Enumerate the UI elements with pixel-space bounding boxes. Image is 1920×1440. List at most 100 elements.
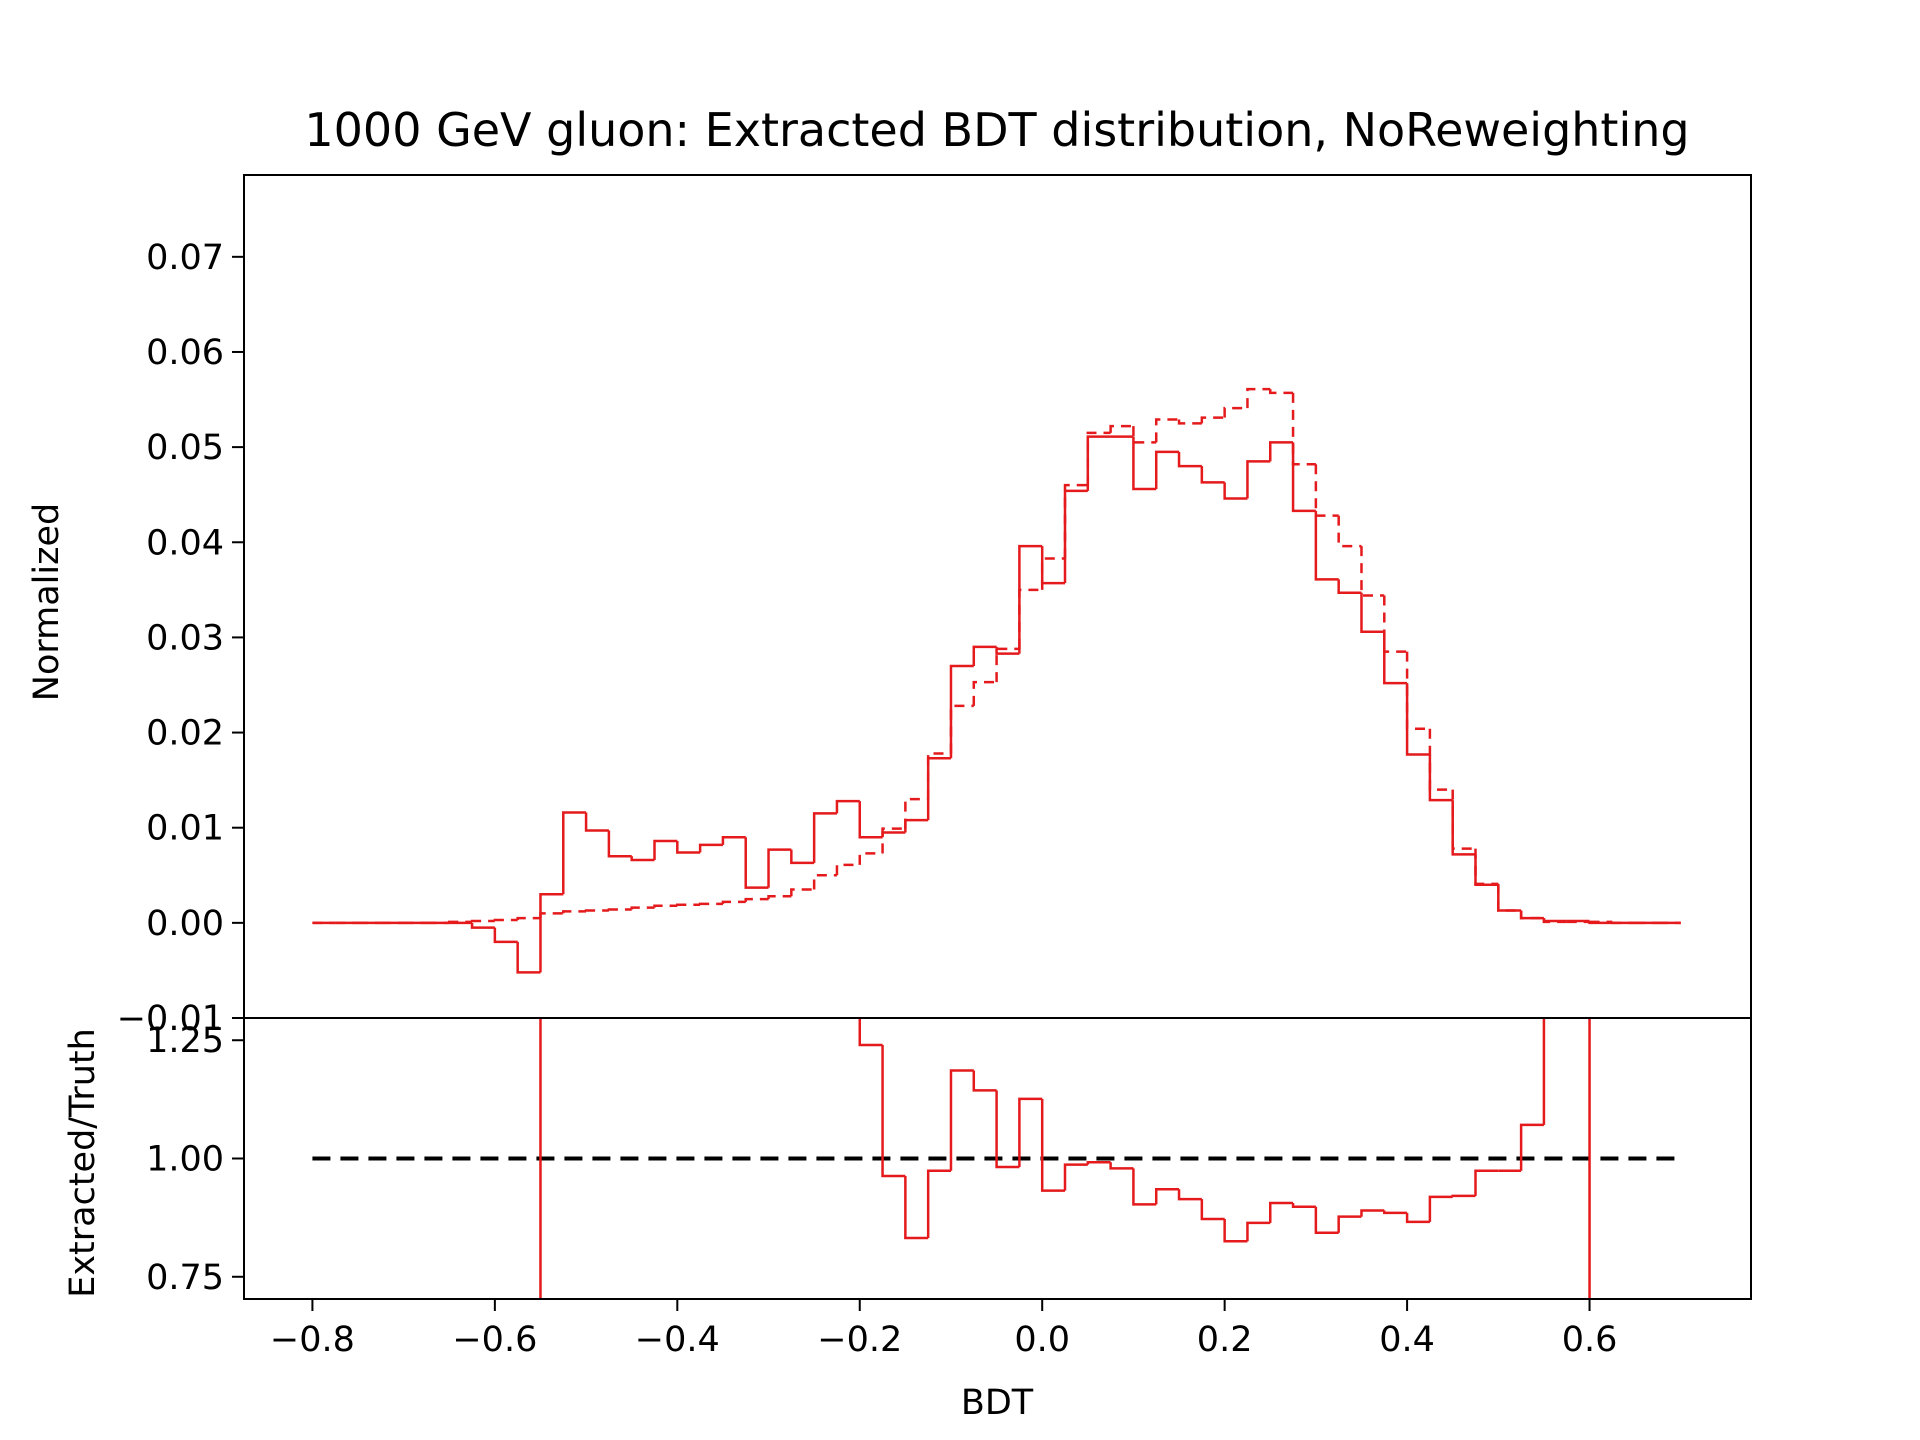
histogram-step bbox=[1383, 1210, 1408, 1215]
histogram-step bbox=[1451, 789, 1476, 850]
histogram-step bbox=[1337, 1215, 1362, 1233]
histogram-step bbox=[1314, 1206, 1339, 1235]
histogram-step bbox=[1314, 464, 1339, 517]
histogram-step bbox=[881, 1044, 906, 1178]
histogram-step bbox=[470, 922, 495, 929]
histogram-step bbox=[698, 843, 723, 853]
histogram-step bbox=[721, 900, 746, 904]
histogram-step bbox=[858, 1018, 883, 1047]
histogram-step bbox=[516, 916, 541, 920]
axes-frame bbox=[243, 1017, 1752, 1300]
y-tick-label: 0.75 bbox=[146, 1258, 224, 1298]
histogram-step bbox=[1109, 1162, 1134, 1170]
histogram-step bbox=[470, 919, 495, 923]
y-tick-label: 0.06 bbox=[146, 333, 224, 373]
y-tick-label: 0.04 bbox=[146, 523, 224, 563]
histogram-step bbox=[767, 848, 792, 888]
histogram-step bbox=[767, 894, 792, 900]
histogram-step bbox=[1383, 595, 1408, 653]
histogram-step bbox=[448, 920, 473, 924]
histogram-step bbox=[1132, 436, 1157, 491]
histogram-step bbox=[744, 897, 769, 902]
histogram-step bbox=[562, 811, 587, 895]
histogram-step bbox=[1519, 1123, 1544, 1171]
y-tick-label: 0.05 bbox=[146, 428, 224, 468]
x-tick-label: −0.8 bbox=[270, 1320, 355, 1360]
histogram-step bbox=[493, 918, 518, 922]
histogram-step bbox=[1542, 918, 1567, 924]
histogram-step bbox=[1086, 1161, 1111, 1165]
histogram-step bbox=[1018, 588, 1043, 649]
y-tick-label: 1.25 bbox=[146, 1021, 224, 1061]
histogram-step bbox=[972, 1070, 997, 1092]
y-tick-label: 0.07 bbox=[146, 238, 224, 278]
y-tick-label: 0.02 bbox=[146, 714, 224, 754]
histogram-step bbox=[1063, 483, 1088, 559]
histogram-step bbox=[630, 906, 655, 910]
histogram-step bbox=[1063, 1163, 1088, 1191]
histogram-step bbox=[1246, 387, 1271, 409]
plot-area bbox=[312, 1018, 1681, 1299]
histogram-step bbox=[1519, 910, 1544, 920]
histogram-step bbox=[812, 812, 837, 863]
histogram-step bbox=[630, 856, 655, 862]
histogram-step bbox=[744, 837, 769, 889]
y-axis-label: Extracted/Truth bbox=[63, 1028, 103, 1298]
y-tick-label: −0.01 bbox=[117, 999, 224, 1039]
plot-area bbox=[312, 387, 1681, 974]
x-tick-label: −0.2 bbox=[817, 1320, 902, 1360]
x-tick-label: 0.6 bbox=[1562, 1320, 1618, 1360]
histogram-step bbox=[1177, 1189, 1202, 1201]
histogram-step bbox=[1132, 426, 1157, 444]
x-tick-label: −0.4 bbox=[635, 1320, 720, 1360]
histogram-step bbox=[1337, 579, 1362, 594]
histogram-step bbox=[1086, 435, 1111, 491]
histogram-step bbox=[1177, 419, 1202, 425]
histogram-step bbox=[835, 799, 860, 814]
chart-title: 1000 GeV gluon: Extracted BDT distributi… bbox=[304, 103, 1689, 157]
histogram-step bbox=[653, 839, 678, 861]
histogram-step bbox=[972, 645, 997, 666]
x-axis-label: BDT bbox=[961, 1383, 1034, 1423]
histogram-step bbox=[1246, 460, 1271, 499]
histogram-step bbox=[1269, 1201, 1294, 1223]
histogram-step bbox=[1223, 482, 1248, 500]
y-tick-label: 1.00 bbox=[146, 1140, 224, 1180]
histogram-step bbox=[835, 863, 860, 876]
histogram-step bbox=[1269, 441, 1294, 462]
histogram-step bbox=[995, 1090, 1020, 1169]
histogram-step bbox=[1314, 510, 1339, 581]
y-axis-label: Normalized bbox=[27, 503, 67, 701]
histogram-step bbox=[493, 927, 518, 944]
histogram-step bbox=[1474, 848, 1499, 886]
histogram-step bbox=[881, 827, 906, 854]
histogram-step bbox=[1405, 651, 1430, 731]
histogram-step bbox=[1291, 1202, 1316, 1208]
histogram-step bbox=[653, 904, 678, 908]
x-tick-label: −0.6 bbox=[452, 1320, 537, 1360]
histogram-step bbox=[1200, 1199, 1225, 1221]
histogram-step bbox=[516, 941, 541, 974]
histogram-step bbox=[698, 902, 723, 906]
histogram-step bbox=[607, 830, 632, 858]
histogram-step bbox=[562, 910, 587, 914]
histogram-step bbox=[1018, 544, 1043, 654]
histogram-step bbox=[1109, 424, 1134, 433]
histogram-step bbox=[539, 912, 564, 919]
histogram-step bbox=[1360, 1209, 1385, 1217]
histogram-step bbox=[790, 888, 815, 897]
y-tick-label: 0.00 bbox=[146, 904, 224, 944]
histogram-step bbox=[1451, 1194, 1476, 1198]
histogram-step bbox=[1474, 1169, 1499, 1196]
histogram-step bbox=[1451, 800, 1476, 856]
histogram-step bbox=[858, 801, 883, 839]
histogram-step bbox=[607, 908, 632, 911]
histogram-step bbox=[1154, 1188, 1180, 1205]
histogram-step bbox=[1200, 416, 1225, 424]
histogram-step bbox=[1018, 1097, 1043, 1168]
histogram-step bbox=[949, 1069, 974, 1171]
histogram-step bbox=[721, 835, 746, 845]
histogram-step bbox=[1200, 466, 1225, 484]
